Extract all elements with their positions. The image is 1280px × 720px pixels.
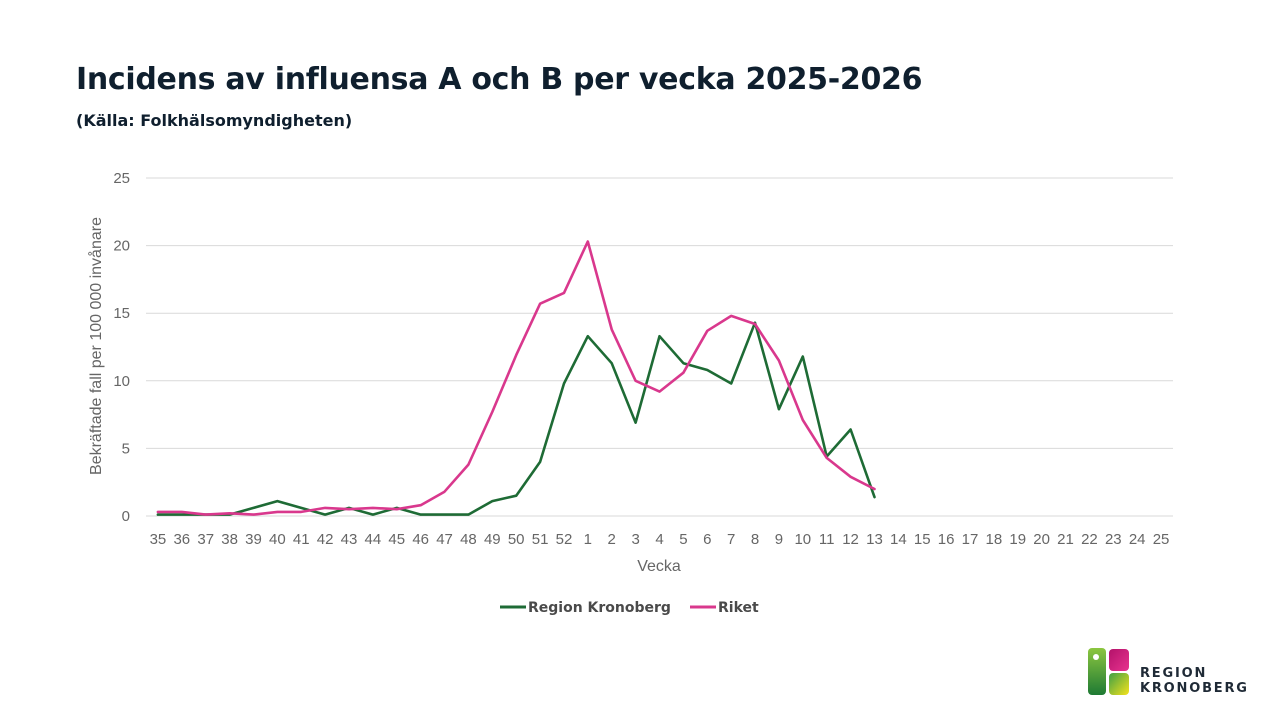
y-tick-label: 10 [113, 373, 130, 390]
y-tick-label: 15 [113, 305, 130, 322]
x-tick-labels: 35 36 37 38 39 40 41 42 43 44 45 46 47 48 49 50 51 52 1 2 3 4… [150, 531, 1170, 548]
y-tick-label: 25 [113, 170, 130, 187]
legend: Region Kronoberg Riket [500, 600, 759, 616]
x-tick-label: 24 [1129, 531, 1146, 548]
series-line-riket [156, 240, 876, 516]
x-tick-label: 20 [1033, 531, 1050, 548]
y-axis-title: Bekräftade fall per 100 000 invånare [87, 217, 105, 475]
series-lines [156, 240, 876, 516]
x-tick-label: 10 [794, 531, 811, 548]
x-tick-label: 6 [703, 531, 711, 548]
x-tick-label: 41 [293, 531, 310, 548]
x-tick-label: 19 [1009, 531, 1026, 548]
x-tick-label: 51 [532, 531, 549, 548]
x-tick-label: 13 [866, 531, 883, 548]
x-tick-label: 17 [962, 531, 979, 548]
x-tick-label: 42 [317, 531, 334, 548]
x-tick-label: 9 [775, 531, 783, 548]
legend-label: Riket [718, 600, 759, 616]
x-tick-label: 3 [631, 531, 639, 548]
y-tick-label: 0 [122, 508, 130, 525]
x-tick-label: 39 [245, 531, 262, 548]
x-tick-label: 14 [890, 531, 907, 548]
logo-line-2: KRONOBERG [1140, 681, 1249, 696]
x-tick-label: 49 [484, 531, 501, 548]
series-line-region-kronoberg [156, 321, 876, 516]
x-tick-label: 50 [508, 531, 525, 548]
x-tick-label: 44 [365, 531, 382, 548]
x-tick-label: 15 [914, 531, 931, 548]
region-kronoberg-logo [1088, 648, 1129, 695]
logo-wordmark: REGION KRONOBERG [1140, 666, 1249, 696]
x-tick-label: 36 [173, 531, 190, 548]
chart-subtitle: (Källa: Folkhälsomyndigheten) [76, 111, 353, 130]
x-tick-label: 7 [727, 531, 735, 548]
x-tick-label: 43 [341, 531, 358, 548]
x-tick-label: 35 [150, 531, 167, 548]
x-tick-label: 52 [556, 531, 573, 548]
x-tick-label: 46 [412, 531, 429, 548]
x-tick-label: 47 [436, 531, 453, 548]
x-tick-label: 23 [1105, 531, 1122, 548]
x-tick-label: 5 [679, 531, 687, 548]
x-tick-label: 12 [842, 531, 859, 548]
x-tick-label: 21 [1057, 531, 1074, 548]
x-tick-label: 2 [608, 531, 616, 548]
chart-title: Incidens av influensa A och B per vecka … [76, 62, 923, 97]
x-tick-label: 38 [221, 531, 238, 548]
x-tick-label: 37 [197, 531, 214, 548]
legend-label: Region Kronoberg [528, 600, 671, 616]
logo-line-1: REGION [1140, 666, 1208, 681]
x-tick-label: 40 [269, 531, 286, 548]
x-tick-label: 11 [819, 531, 835, 548]
x-tick-label: 1 [584, 531, 592, 548]
x-tick-label: 45 [388, 531, 405, 548]
x-tick-label: 8 [751, 531, 759, 548]
x-tick-label: 4 [655, 531, 663, 548]
x-tick-label: 22 [1081, 531, 1098, 548]
x-axis-title: Vecka [637, 558, 681, 575]
y-tick-label: 5 [122, 440, 130, 457]
y-tick-labels: 0 5 10 15 20 25 [113, 170, 130, 525]
x-tick-label: 16 [938, 531, 955, 548]
y-tick-label: 20 [113, 238, 130, 255]
x-tick-label: 48 [460, 531, 477, 548]
gridlines [146, 177, 1173, 517]
x-tick-label: 18 [986, 531, 1003, 548]
x-tick-label: 25 [1153, 531, 1170, 548]
